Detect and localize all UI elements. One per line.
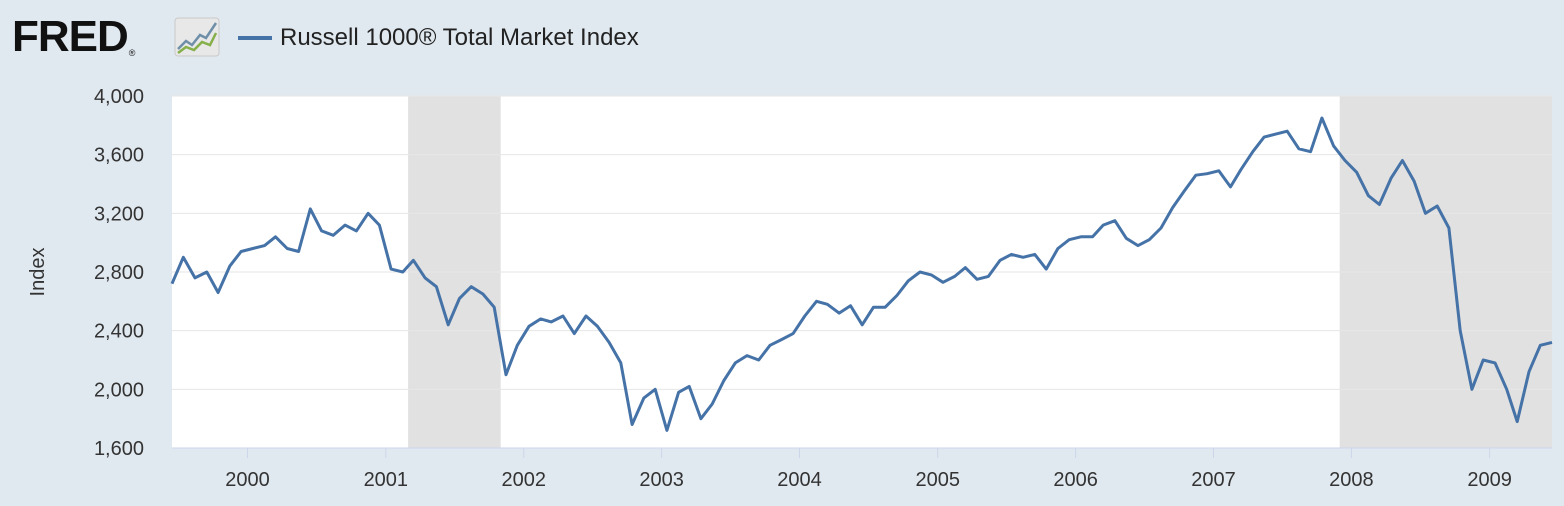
- chart-legend: Russell 1000® Total Market Index: [238, 24, 639, 52]
- y-tick-label: 2,400: [94, 321, 144, 343]
- x-tick-label: 2003: [639, 469, 684, 491]
- chart-header: FRED ® Russell 1000® Total Market Index: [0, 0, 1564, 80]
- series-line: [170, 116, 1553, 432]
- y-tick-label: 3,600: [94, 145, 144, 167]
- x-tick-label: 2005: [915, 469, 960, 491]
- legend-label: Russell 1000® Total Market Index: [280, 24, 639, 51]
- y-tick-label: 1,600: [94, 438, 144, 460]
- x-tick-label: 2002: [501, 469, 546, 491]
- legend-swatch: [238, 36, 272, 40]
- x-tick-label: 2008: [1329, 469, 1374, 491]
- y-tick-label: 2,000: [94, 379, 144, 401]
- x-tick-label: 2004: [777, 469, 822, 491]
- x-tick-label: 2009: [1467, 469, 1512, 491]
- y-tick-label: 3,200: [94, 203, 144, 225]
- line-graph-icon: [174, 17, 220, 57]
- x-tick-label: 2007: [1191, 469, 1236, 491]
- x-tick-label: 2000: [225, 469, 270, 491]
- fred-logo-registered-mark: ®: [128, 48, 136, 58]
- x-tick-label: 2006: [1053, 469, 1098, 491]
- y-tick-label: 2,800: [94, 262, 144, 284]
- fred-logo-text: FRED: [12, 12, 129, 61]
- x-tick-label: 2001: [364, 469, 409, 491]
- y-axis-title: Index: [27, 248, 49, 297]
- y-tick-label: 4,000: [94, 86, 144, 108]
- fred-logo[interactable]: FRED ®: [12, 14, 135, 60]
